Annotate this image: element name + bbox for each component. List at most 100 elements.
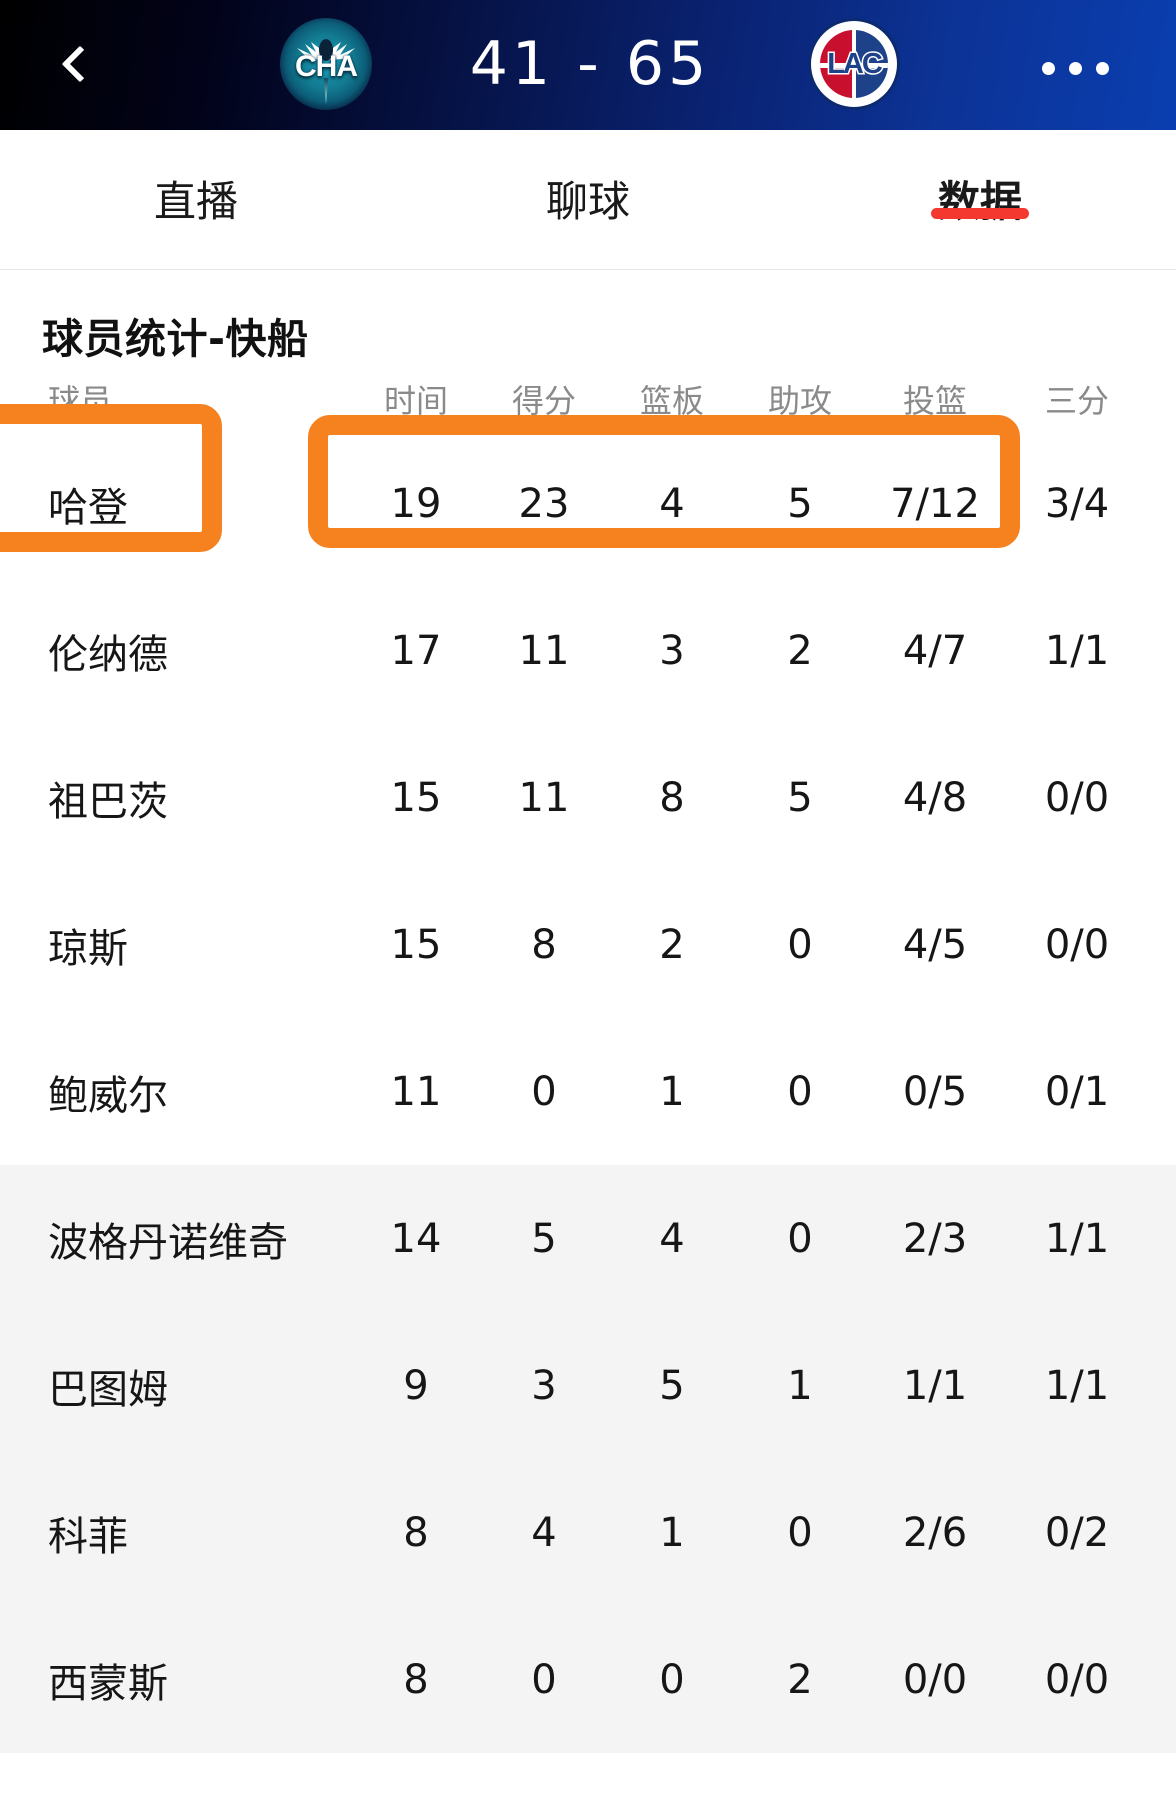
cell-player-name: 伦纳德 xyxy=(48,631,168,678)
active-tab-underline xyxy=(931,208,1029,219)
table-row[interactable]: 西蒙斯 8 0 0 2 0/0 0/0 0 xyxy=(0,1606,1176,1753)
cell-minutes: 8 xyxy=(403,1656,429,1703)
col-header-rebounds: 篮板 xyxy=(639,382,704,420)
col-header-threepointers: 三分 xyxy=(1044,382,1109,420)
app-header: CHA 41 - 65 LAC xyxy=(0,0,1176,130)
col-header-player: 球员 xyxy=(48,382,113,420)
cell-points: 8 xyxy=(531,921,557,968)
cell-assists: 0 xyxy=(787,921,813,968)
more-options-icon xyxy=(1068,61,1082,75)
cell-freethrows: 0 xyxy=(1148,1216,1176,1262)
cell-freethrows: 0 xyxy=(1148,1069,1176,1115)
cell-minutes: 9 xyxy=(403,1362,429,1409)
tab-chat[interactable]: 聊球 xyxy=(392,130,784,229)
cell-points: 0 xyxy=(531,1068,557,1115)
cell-threepointers: 0/2 xyxy=(1044,1509,1110,1556)
cell-points: 5 xyxy=(531,1215,557,1262)
cell-threepointers: 1/1 xyxy=(1044,627,1110,674)
cell-assists: 5 xyxy=(787,480,813,527)
cell-freethrows: 3 xyxy=(1148,775,1176,821)
cell-assists: 1 xyxy=(787,1362,813,1409)
cell-freethrows: 0 xyxy=(1148,1363,1176,1409)
table-row[interactable]: 鲍威尔 11 0 1 0 0/5 0/1 0 xyxy=(0,1018,1176,1165)
tab-chat-label: 聊球 xyxy=(545,177,630,226)
cell-freethrows: 0 xyxy=(1148,1657,1176,1703)
cell-fieldgoals: 7/12 xyxy=(890,480,980,527)
away-team-abbr: CHA xyxy=(295,50,358,83)
hornet-wings-icon xyxy=(297,38,355,61)
cell-points: 11 xyxy=(518,627,570,674)
cell-freethrows: 2 xyxy=(1148,628,1176,674)
table-row[interactable]: 祖巴茨 15 11 8 5 4/8 0/0 3 xyxy=(0,724,1176,871)
cell-points: 4 xyxy=(531,1509,557,1556)
tab-live-label: 直播 xyxy=(153,177,238,226)
cell-fieldgoals: 1/1 xyxy=(902,1362,968,1409)
cell-assists: 2 xyxy=(787,1656,813,1703)
cell-freethrows: 0 xyxy=(1148,1510,1176,1556)
col-header-freethrows: 罚 xyxy=(1148,376,1176,422)
home-team-abbr: LAC xyxy=(826,46,885,81)
away-team-logo-cha[interactable]: CHA xyxy=(280,18,372,110)
cell-fieldgoals: 4/5 xyxy=(902,921,968,968)
table-header-row: 球员 时间 得分 篮板 助攻 投篮 三分 罚 xyxy=(0,368,1176,430)
scoreboard: CHA 41 - 65 LAC xyxy=(280,14,900,114)
cell-minutes: 15 xyxy=(390,921,442,968)
table-row[interactable]: 伦纳德 17 11 3 2 4/7 1/1 2 xyxy=(0,577,1176,724)
tab-stats[interactable]: 数据 xyxy=(784,130,1176,229)
cell-threepointers: 1/1 xyxy=(1044,1362,1110,1409)
hornet-stinger-icon xyxy=(323,78,329,104)
cell-points: 11 xyxy=(518,774,570,821)
cell-rebounds: 4 xyxy=(659,1215,685,1262)
cell-assists: 5 xyxy=(787,774,813,821)
cell-minutes: 15 xyxy=(390,774,442,821)
cell-minutes: 17 xyxy=(390,627,442,674)
cell-assists: 2 xyxy=(787,627,813,674)
cell-threepointers: 0/1 xyxy=(1044,1068,1110,1115)
table-row[interactable]: 科菲 8 4 1 0 2/6 0/2 0 xyxy=(0,1459,1176,1606)
cell-rebounds: 5 xyxy=(659,1362,685,1409)
tab-bar: 直播 聊球 数据 xyxy=(0,130,1176,270)
table-row[interactable]: 哈登 19 23 4 5 7/12 3/4 xyxy=(0,430,1176,577)
player-stats-table: 球员 时间 得分 篮板 助攻 投篮 三分 罚 哈登 19 23 4 5 7/12… xyxy=(0,368,1176,1753)
cell-rebounds: 1 xyxy=(659,1509,685,1556)
cell-player-name: 巴图姆 xyxy=(48,1366,168,1413)
home-team-logo-lac[interactable]: LAC xyxy=(808,18,900,110)
tab-live[interactable]: 直播 xyxy=(0,130,392,229)
cell-player-name: 西蒙斯 xyxy=(48,1660,168,1707)
cell-rebounds: 4 xyxy=(659,480,685,527)
chevron-left-icon xyxy=(61,45,99,83)
table-row[interactable]: 琼斯 15 8 2 0 4/5 0/0 0 xyxy=(0,871,1176,1018)
cell-threepointers: 0/0 xyxy=(1044,921,1110,968)
more-options-icon xyxy=(1041,61,1055,75)
cell-player-name: 鲍威尔 xyxy=(48,1072,168,1119)
cell-threepointers: 0/0 xyxy=(1044,774,1110,821)
col-header-fieldgoals: 投篮 xyxy=(902,382,967,420)
cell-player-name: 科菲 xyxy=(48,1513,128,1560)
cell-minutes: 14 xyxy=(390,1215,442,1262)
more-options-button[interactable] xyxy=(1030,48,1120,88)
cell-points: 23 xyxy=(518,480,570,527)
cell-points: 0 xyxy=(531,1656,557,1703)
cell-assists: 0 xyxy=(787,1068,813,1115)
cell-rebounds: 3 xyxy=(659,627,685,674)
cell-fieldgoals: 4/7 xyxy=(902,627,968,674)
col-header-assists: 助攻 xyxy=(767,382,832,420)
col-header-points: 得分 xyxy=(511,382,576,420)
back-button[interactable] xyxy=(45,26,115,102)
cell-fieldgoals: 2/6 xyxy=(902,1509,968,1556)
cell-player-name: 哈登 xyxy=(48,484,128,531)
lac-ring: LAC xyxy=(811,21,897,107)
cell-player-name: 波格丹诺维奇 xyxy=(48,1219,288,1266)
cell-freethrows: 0 xyxy=(1148,922,1176,968)
cell-threepointers: 3/4 xyxy=(1044,480,1110,527)
col-header-minutes: 时间 xyxy=(383,382,448,420)
cell-player-name: 祖巴茨 xyxy=(48,778,168,825)
cell-fieldgoals: 2/3 xyxy=(902,1215,968,1262)
table-row[interactable]: 波格丹诺维奇 14 5 4 0 2/3 1/1 0 xyxy=(0,1165,1176,1312)
table-row[interactable]: 巴图姆 9 3 5 1 1/1 1/1 0 xyxy=(0,1312,1176,1459)
more-options-icon xyxy=(1095,61,1109,75)
score-display: 41 - 65 xyxy=(469,29,711,99)
cell-fieldgoals: 0/5 xyxy=(902,1068,968,1115)
cell-minutes: 8 xyxy=(403,1509,429,1556)
cell-assists: 0 xyxy=(787,1509,813,1556)
